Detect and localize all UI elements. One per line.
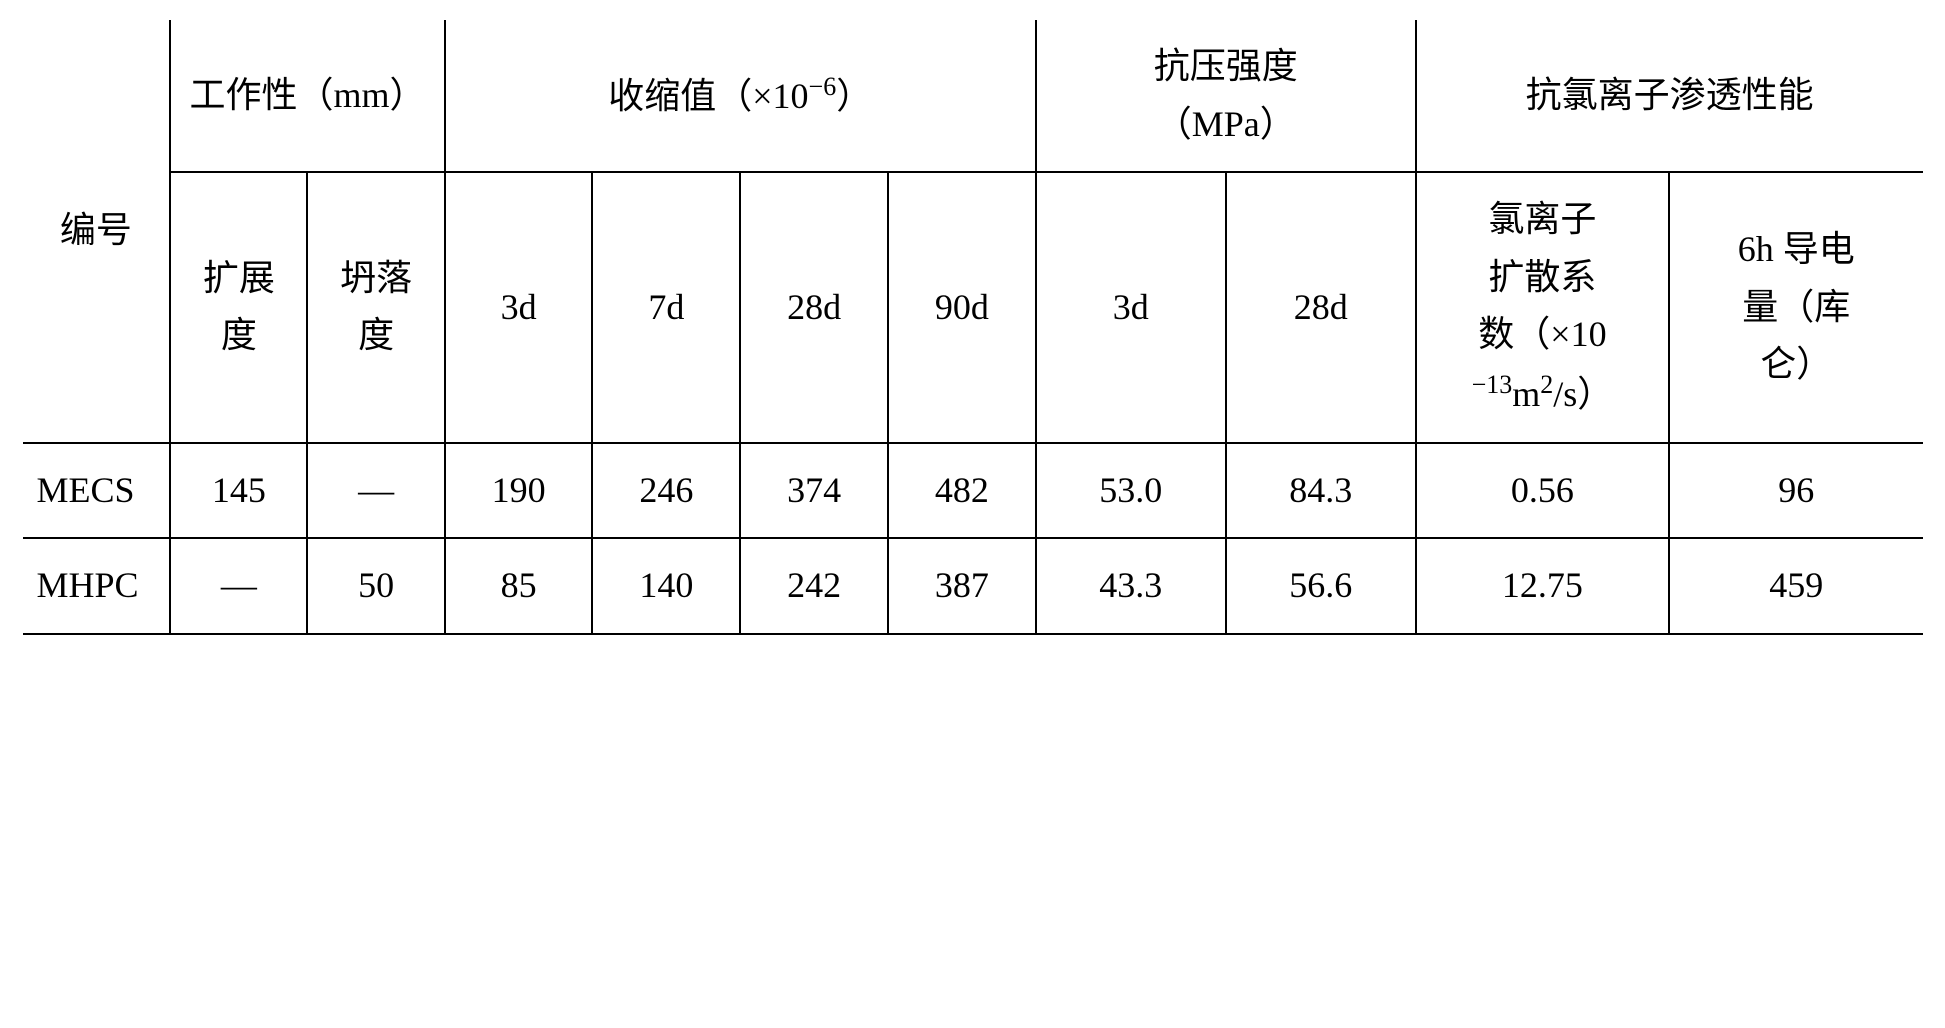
subheader-conductivity: 6h 导电 量（库 仑）: [1669, 172, 1922, 442]
cell-spread: 145: [170, 443, 307, 539]
cell-spread: —: [170, 538, 307, 634]
subheader-28d: 28d: [740, 172, 888, 442]
cell-diff: 0.56: [1416, 443, 1669, 539]
table-row: MHPC — 50 85 140 242 387 43.3 56.6 12.75…: [23, 538, 1923, 634]
subheader-slump: 坍落 度: [307, 172, 444, 442]
cell-s3d: 190: [445, 443, 593, 539]
subheader-spread-l1: 扩展: [203, 258, 275, 298]
cell-id: MHPC: [23, 538, 171, 634]
header-shrinkage-exp: −6: [809, 72, 837, 101]
header-shrinkage-prefix: 收缩值（×10: [608, 76, 808, 116]
header-shrinkage-suffix: ）: [836, 76, 872, 116]
cell-id: MECS: [23, 443, 171, 539]
cell-slump: —: [307, 443, 444, 539]
subheader-diff-l3-exp: −13: [1472, 370, 1513, 399]
cell-c3d: 43.3: [1036, 538, 1226, 634]
header-workability: 工作性（mm）: [170, 20, 444, 172]
subheader-diff-l1: 氯离子: [1488, 199, 1596, 239]
subheader-90d: 90d: [888, 172, 1036, 442]
header-chloride: 抗氯离子渗透性能: [1416, 20, 1923, 172]
subheader-slump-l2: 度: [358, 315, 394, 355]
cell-s90d: 387: [888, 538, 1036, 634]
subheader-cond-l3: 仑）: [1760, 344, 1832, 384]
subheader-c3d: 3d: [1036, 172, 1226, 442]
subheader-c28d: 28d: [1226, 172, 1416, 442]
cell-cond: 459: [1669, 538, 1922, 634]
subheader-spread: 扩展 度: [170, 172, 307, 442]
header-strength-l2: （MPa）: [1156, 104, 1296, 144]
table-header-row-2: 扩展 度 坍落 度 3d 7d 28d 90d 3d 28d 氯离子 扩散系 数…: [23, 172, 1923, 442]
header-shrinkage: 收缩值（×10−6）: [445, 20, 1036, 172]
header-id: 编号: [23, 20, 171, 443]
subheader-3d: 3d: [445, 172, 593, 442]
cell-c28d: 84.3: [1226, 443, 1416, 539]
subheader-diff-l3-post: m: [1512, 374, 1540, 414]
data-table: 编号 工作性（mm） 收缩值（×10−6） 抗压强度 （MPa） 抗氯离子渗透性…: [23, 20, 1923, 635]
subheader-diff-l3-pre: 数（×10: [1478, 314, 1606, 354]
subheader-diff-l3-tail: /s）: [1553, 374, 1613, 414]
subheader-cond-l2: 量（库: [1742, 287, 1850, 327]
table-row: MECS 145 — 190 246 374 482 53.0 84.3 0.5…: [23, 443, 1923, 539]
subheader-7d: 7d: [592, 172, 740, 442]
table-header-row-1: 编号 工作性（mm） 收缩值（×10−6） 抗压强度 （MPa） 抗氯离子渗透性…: [23, 20, 1923, 172]
subheader-spread-l2: 度: [221, 315, 257, 355]
cell-s3d: 85: [445, 538, 593, 634]
subheader-slump-l1: 坍落: [340, 258, 412, 298]
cell-s7d: 140: [592, 538, 740, 634]
cell-c28d: 56.6: [1226, 538, 1416, 634]
cell-s7d: 246: [592, 443, 740, 539]
header-strength-l1: 抗压强度: [1154, 46, 1298, 86]
cell-s28d: 374: [740, 443, 888, 539]
header-strength: 抗压强度 （MPa）: [1036, 20, 1416, 172]
cell-c3d: 53.0: [1036, 443, 1226, 539]
cell-s90d: 482: [888, 443, 1036, 539]
cell-slump: 50: [307, 538, 444, 634]
subheader-diff-l3-sup2: 2: [1540, 370, 1553, 399]
cell-cond: 96: [1669, 443, 1922, 539]
subheader-diffusion: 氯离子 扩散系 数（×10 −13m2/s）: [1416, 172, 1669, 442]
cell-diff: 12.75: [1416, 538, 1669, 634]
subheader-diff-l2: 扩散系: [1488, 257, 1596, 297]
cell-s28d: 242: [740, 538, 888, 634]
subheader-cond-l1: 6h 导电: [1738, 229, 1855, 269]
